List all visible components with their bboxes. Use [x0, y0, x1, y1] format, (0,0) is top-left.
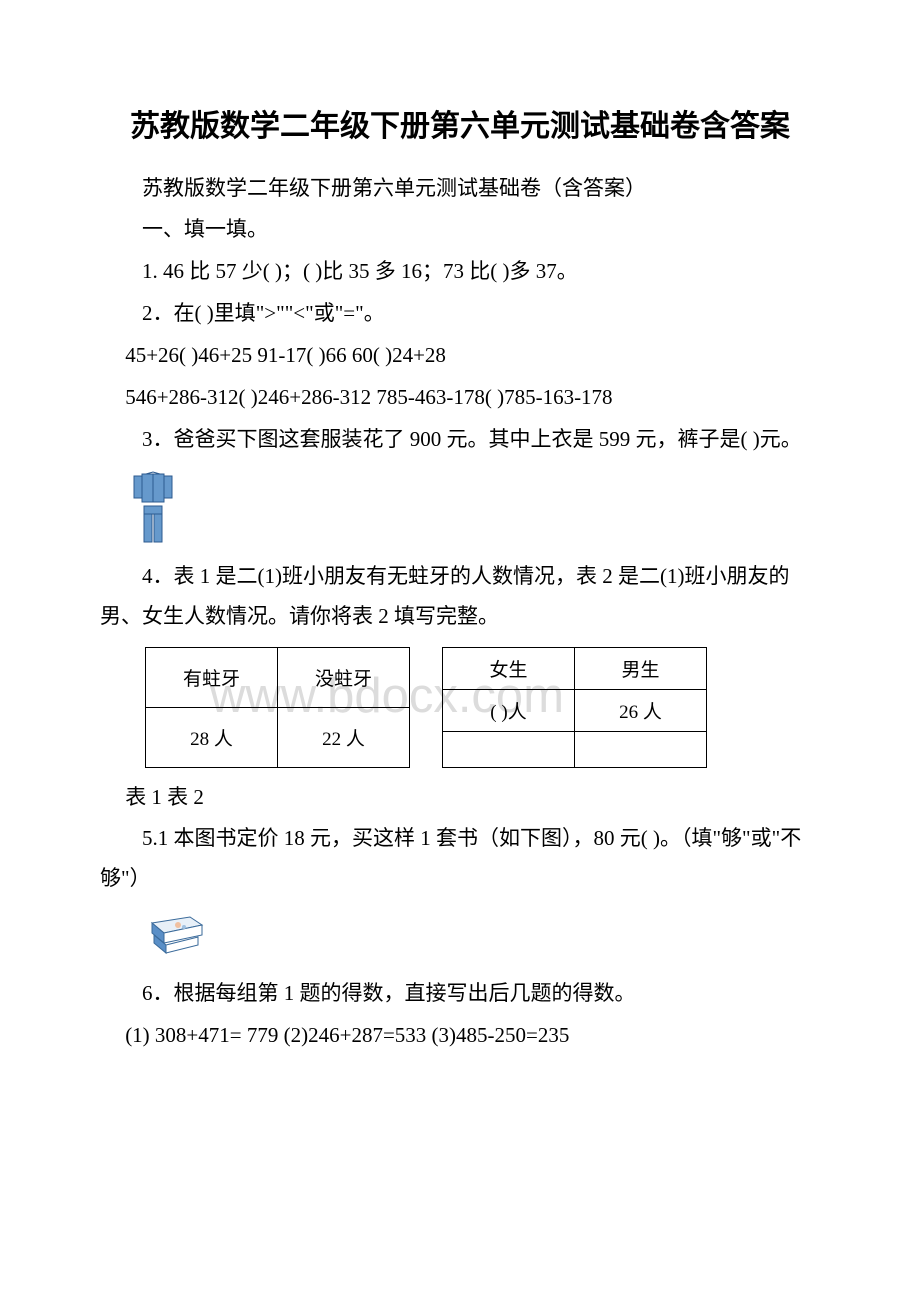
question-5: 5.1 本图书定价 18 元，买这样 1 套书（如下图），80 元( )。（填"… — [100, 819, 820, 899]
page-title: 苏教版数学二年级下册第六单元测试基础卷含答案 — [100, 105, 820, 149]
book-icon — [148, 911, 206, 964]
question-2-text: 2．在( )里填">""<"或"="。 — [100, 294, 820, 334]
question-2-line2: 546+286-312( )246+286-312 785-463-178( )… — [100, 378, 820, 418]
table-cell: 26 人 — [575, 689, 707, 731]
table-cell: 28 人 — [146, 707, 278, 767]
question-3: 3．爸爸买下图这套服装花了 900 元。其中上衣是 599 元，裤子是( )元。 — [100, 420, 820, 460]
table-cell — [443, 731, 575, 767]
intro-text: 苏教版数学二年级下册第六单元测试基础卷（含答案） — [100, 169, 820, 209]
table-cell: 男生 — [575, 647, 707, 689]
question-4: 4．表 1 是二(1)班小朋友有无蛀牙的人数情况，表 2 是二(1)班小朋友的男… — [100, 557, 820, 637]
table-cell: 女生 — [443, 647, 575, 689]
tables-container: 有蛀牙 没蛀牙 28 人 22 人 女生 男生 ( )人 26 人 — [145, 647, 820, 768]
clothes-icon — [130, 470, 176, 549]
table-cell: 22 人 — [278, 707, 410, 767]
question-6: 6．根据每组第 1 题的得数，直接写出后几题的得数。 — [100, 974, 820, 1014]
table-row: 有蛀牙 没蛀牙 — [146, 647, 410, 707]
table-cell: 没蛀牙 — [278, 647, 410, 707]
table-cell: ( )人 — [443, 689, 575, 731]
question-2-line1: 45+26( )46+25 91-17( )66 60( )24+28 — [100, 336, 820, 376]
section-heading: 一、填一填。 — [100, 210, 820, 250]
table-row: 28 人 22 人 — [146, 707, 410, 767]
document-content: 苏教版数学二年级下册第六单元测试基础卷含答案 苏教版数学二年级下册第六单元测试基… — [100, 105, 820, 1056]
question-1: 1. 46 比 57 少( )；( )比 35 多 16；73 比( )多 37… — [100, 252, 820, 292]
table-row: 女生 男生 — [443, 647, 707, 689]
table-row: ( )人 26 人 — [443, 689, 707, 731]
table-cell: 有蛀牙 — [146, 647, 278, 707]
question-6-line1: (1) 308+471= 779 (2)246+287=533 (3)485-2… — [100, 1016, 820, 1056]
table-1: 有蛀牙 没蛀牙 28 人 22 人 — [145, 647, 410, 768]
table-row — [443, 731, 707, 767]
table-label: 表 1 表 2 — [100, 778, 820, 818]
table-2: 女生 男生 ( )人 26 人 — [442, 647, 707, 768]
table-cell — [575, 731, 707, 767]
